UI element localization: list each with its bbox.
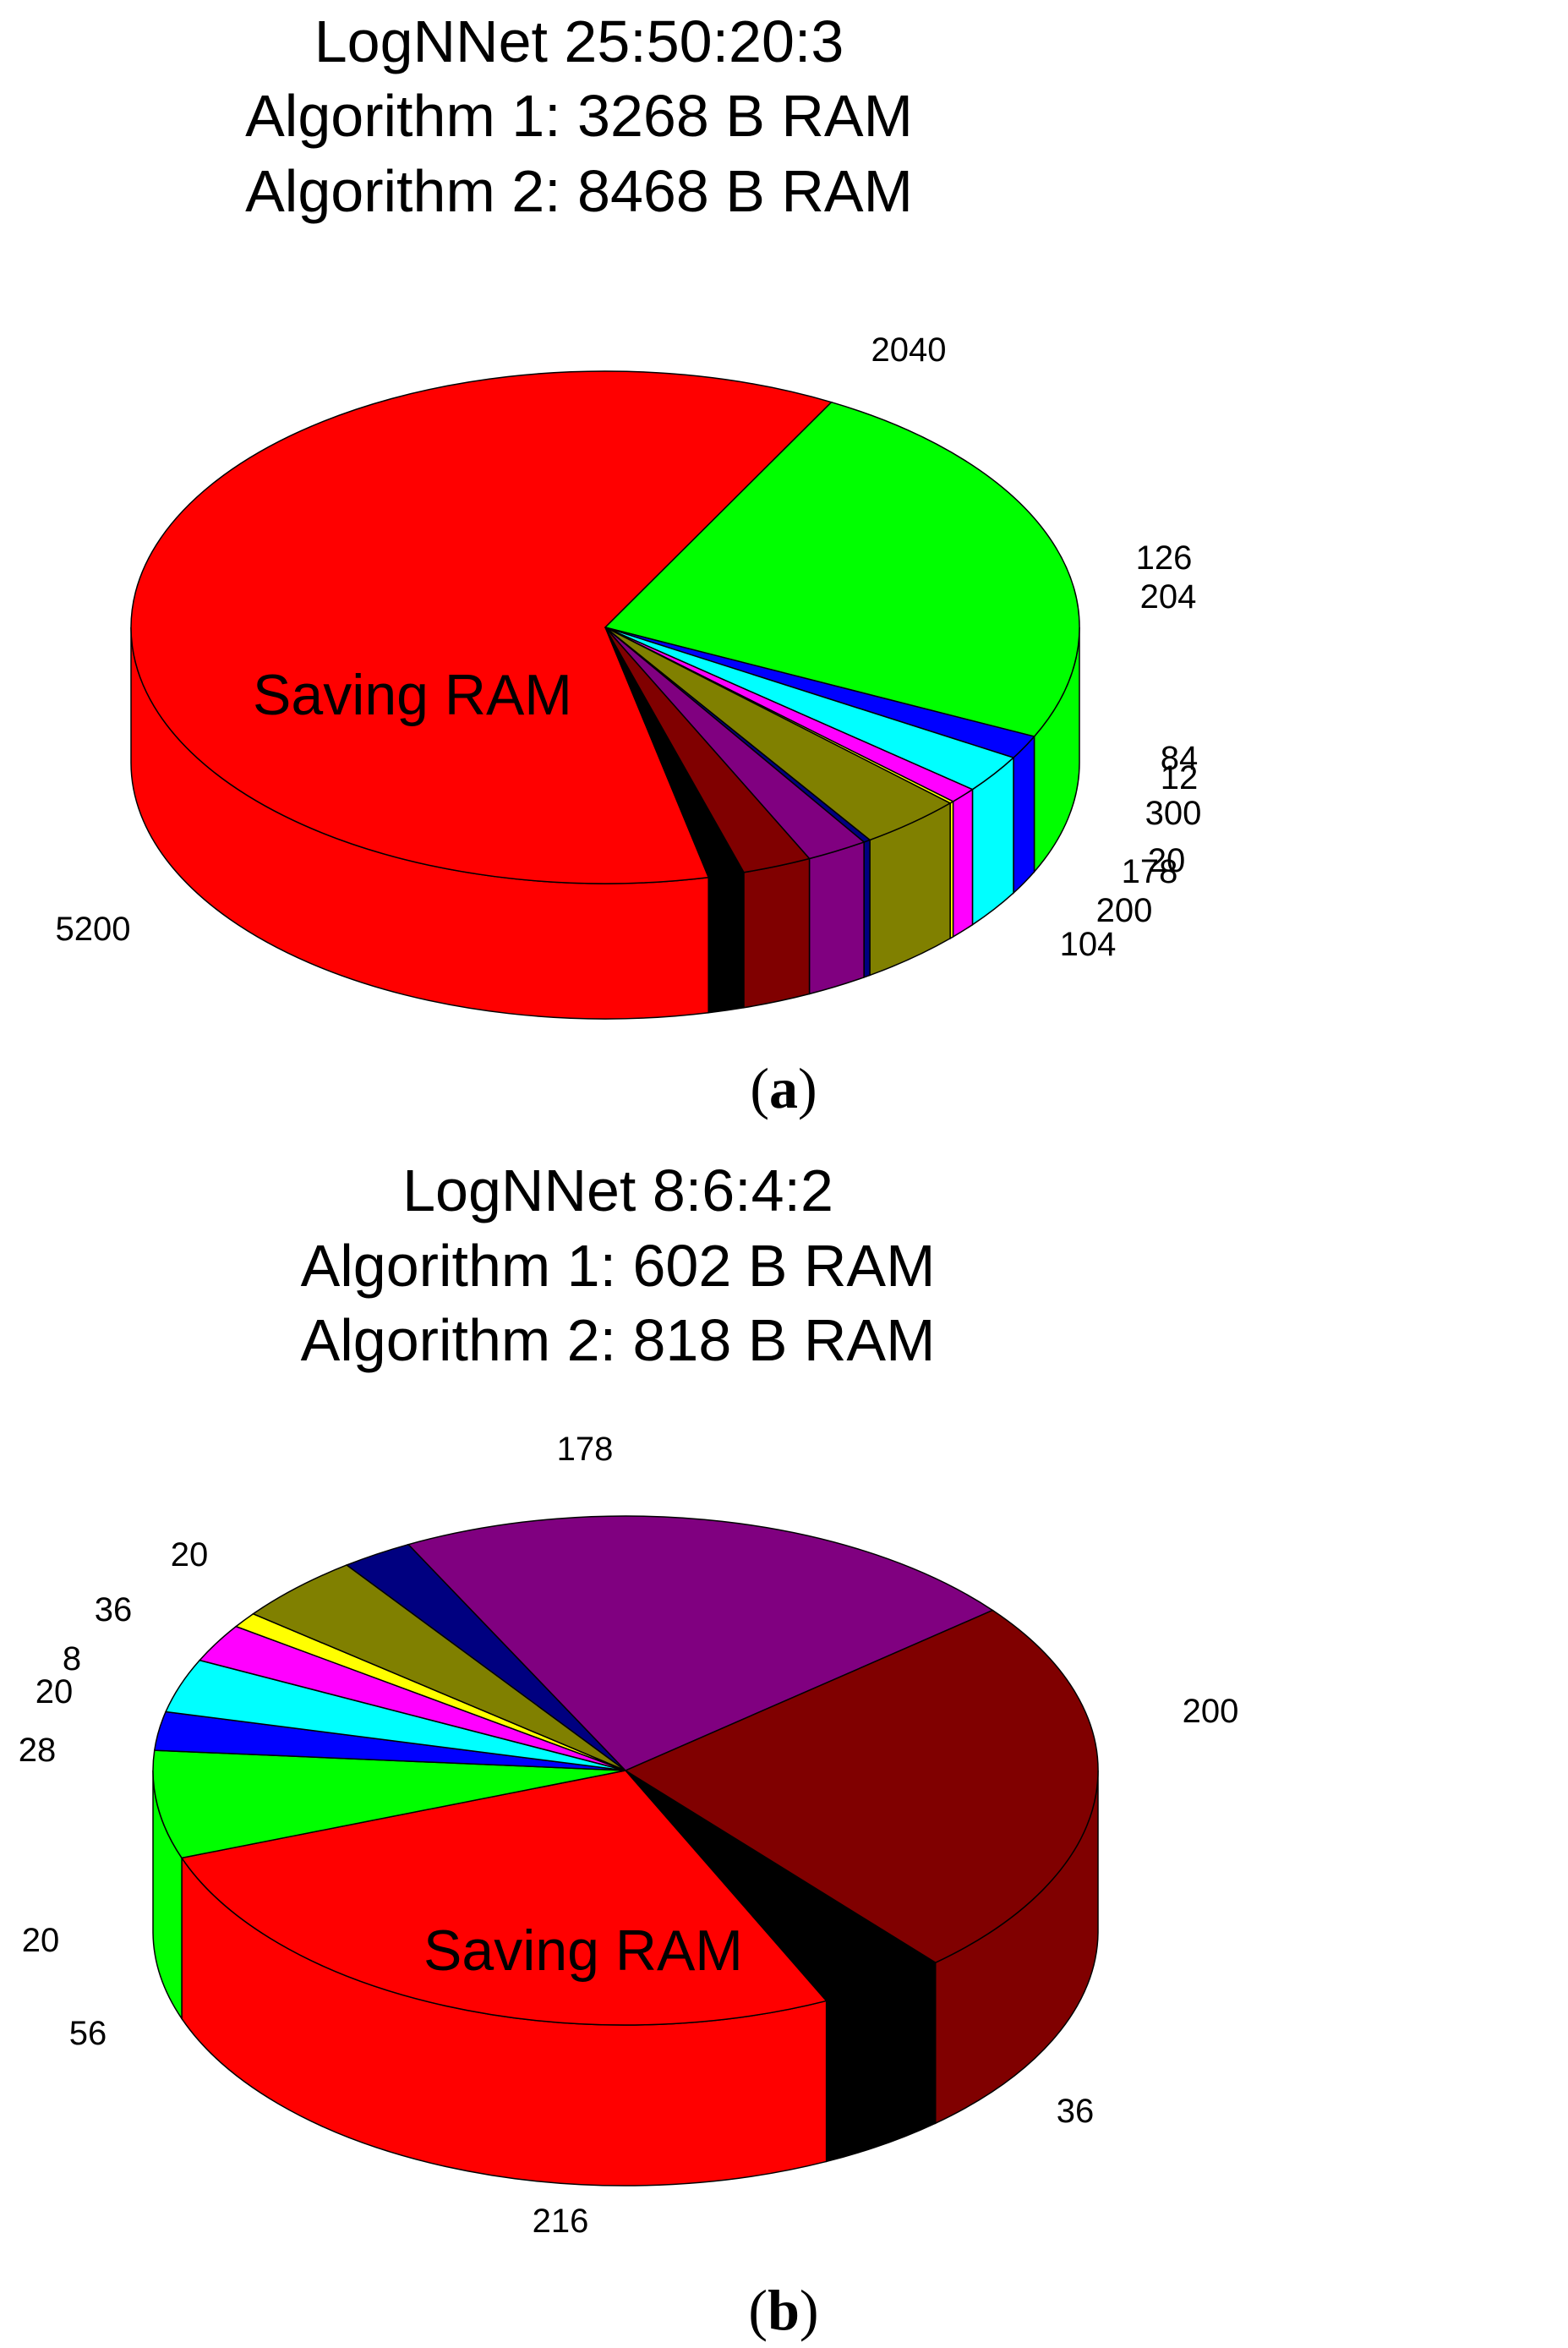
chart-a-label-array-y: 104 xyxy=(1060,926,1117,963)
chart-a-slice-matrix-w xyxy=(130,370,833,884)
chart-a-label-array-sh2: 84 xyxy=(1161,740,1199,777)
chart-b-center-label: Saving RAM xyxy=(423,1918,743,1983)
chart-b-pie-sides xyxy=(152,1770,1099,2187)
chart-b-label-auxiliary-arrays: 36 xyxy=(95,1591,133,1628)
chart-a-label-weight-matrix-sh-sh2: 2040 xyxy=(871,331,947,369)
chart-a-caption-open: ( xyxy=(750,1056,769,1120)
chart-b-label-mathematical-calculations: 200 xyxy=(1183,1693,1239,1730)
chart-b-label-weight-matrix-sh-sh2: 56 xyxy=(69,2015,107,2052)
chart-a-label-weight-matrix-sh2-sout: 126 xyxy=(1136,539,1193,577)
chart-b-label-array-y: 36 xyxy=(1057,2093,1095,2130)
chart-a-title-line-2: Algorithm 1: 3268 B RAM xyxy=(245,83,913,149)
chart-b-label-array-sout: 8 xyxy=(63,1640,81,1678)
chart-a-pie-top xyxy=(130,370,1080,884)
chart-b-slice-matrix-w xyxy=(180,1770,828,2026)
chart-a-caption: (a) xyxy=(750,1056,817,1120)
chart-a-label-array-sout: 12 xyxy=(1161,759,1199,796)
chart-b-label-variables: 20 xyxy=(171,1536,209,1574)
chart-b-title-line-1: LogNNet 8:6:4:2 xyxy=(402,1158,833,1223)
chart-a-label-variables: 20 xyxy=(1148,842,1186,879)
chart-a-side-array-sh2 xyxy=(952,788,974,939)
chart-b-title-line-3: Algorithm 2: 818 B RAM xyxy=(301,1307,936,1373)
chart-b-label-weight-matrix-sh2-sout: 20 xyxy=(22,1922,60,1959)
chart-a: LogNNet 25:50:20:3 Algorithm 1: 3268 B R… xyxy=(56,8,1202,1120)
chart-b-label-matrix-w: 216 xyxy=(533,2203,589,2240)
chart-b-caption-close: ) xyxy=(800,2278,819,2342)
chart-a-label-serial-port: 178 xyxy=(1122,853,1178,890)
chart-a-caption-letter: a xyxy=(769,1056,798,1120)
chart-a-side-serial-port xyxy=(808,840,865,995)
chart-b-pie xyxy=(152,1515,1099,2187)
chart-a-pie xyxy=(130,370,1080,1020)
chart-b-slice-weight-matrix-sh-sh2 xyxy=(152,1749,626,1859)
chart-a-side-weight-matrix-sh2-sout xyxy=(1013,735,1035,895)
chart-a-title-line-1: LogNNet 25:50:20:3 xyxy=(314,8,844,74)
chart-a-label-array-sh: 204 xyxy=(1140,578,1197,616)
chart-b-caption: (b) xyxy=(748,2278,818,2342)
chart-a-caption-close: ) xyxy=(798,1056,817,1120)
chart-b-label-array-sh2: 20 xyxy=(36,1673,74,1710)
chart-a-slice-weight-matrix-sh-sh2 xyxy=(604,401,1080,737)
chart-b-slice-serial-port xyxy=(407,1515,994,1771)
chart-b-title-line-2: Algorithm 1: 602 B RAM xyxy=(301,1233,936,1299)
chart-b-caption-open: ( xyxy=(748,2278,768,2342)
chart-b-label-serial-port: 178 xyxy=(557,1431,614,1468)
chart-b-label-array-sh: 28 xyxy=(19,1732,57,1769)
chart-a-label-mathematical-calculations: 200 xyxy=(1096,892,1153,929)
chart-a-label-auxiliary-arrays: 300 xyxy=(1145,795,1202,832)
chart-a-side-variables xyxy=(863,839,871,978)
chart-b: LogNNet 8:6:4:2 Algorithm 1: 602 B RAM A… xyxy=(19,1158,1239,2342)
chart-b-slice-mathematical-calculations xyxy=(624,1609,1099,1964)
chart-a-side-mathematical-calculations xyxy=(743,857,811,1009)
chart-a-slice-mathematical-calculations xyxy=(604,627,811,873)
chart-a-pie-sides xyxy=(130,627,1080,1020)
chart-a-title-line-3: Algorithm 2: 8468 B RAM xyxy=(245,158,913,224)
chart-a-center-label: Saving RAM xyxy=(253,663,572,727)
chart-a-side-array-y xyxy=(708,871,745,1014)
chart-b-caption-letter: b xyxy=(768,2278,800,2342)
chart-b-pie-top xyxy=(152,1515,1099,2026)
chart-a-label-matrix-w: 5200 xyxy=(56,911,131,948)
